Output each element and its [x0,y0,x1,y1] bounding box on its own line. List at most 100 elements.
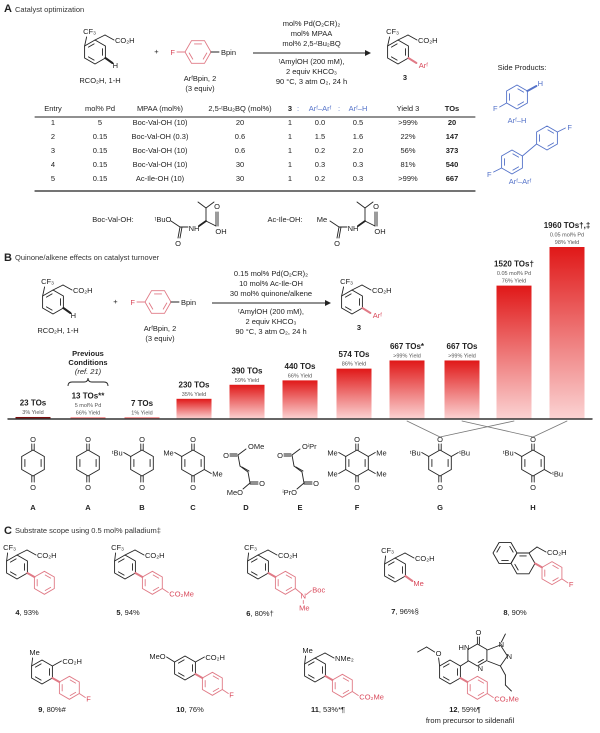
co2h-label: CO₂H [115,36,135,45]
table-header: Arᶠ–Arᶠ [309,104,332,113]
bond [221,689,229,694]
bond [528,546,538,554]
double-bond [390,56,398,61]
substituent-label: ᵗBu [552,470,563,479]
bond [291,454,295,467]
bar-yield-label: 5 mol% Pd [75,403,102,409]
oxygen-label: O [139,483,145,492]
bond [336,226,340,239]
bond [387,36,391,47]
oxygen-label: O [530,435,536,444]
compound-note: from precursor to sildenafil [426,716,515,725]
table-cell: 1 [288,160,292,169]
bond [123,452,132,457]
compound-yield: , 76% [185,705,205,714]
bond [556,127,566,133]
compound-number: 7 [391,607,395,616]
table-cell: 0.2 [315,146,325,155]
table-cell: 0.2 [315,174,325,183]
bond [294,588,302,594]
side-products-title: Side Products: [498,63,547,72]
table-cell: 0.5 [353,118,363,127]
bar-yield-label: 1% Yield [131,411,152,417]
bond [521,143,538,157]
table-cell: 1 [51,118,55,127]
oxygen-label: O [214,202,220,211]
ligand-label: Boc-Val-OH: [92,215,134,224]
bond [364,201,374,209]
compound-label: 10, 76% [176,705,204,714]
bond [367,469,376,474]
methyl-label: Me [413,579,423,588]
substituent-label: Me [327,449,337,458]
table-cell: 373 [446,146,459,155]
double-bond [117,558,125,563]
table-header: : [338,104,340,113]
double-bond [509,545,514,553]
acid-label: CO₂H [278,551,298,560]
table-cell: 1 [288,132,292,141]
bar-H [444,360,480,419]
bond [329,220,340,228]
double-bond [514,563,519,571]
bond [237,448,247,456]
table-row: 2 0.15 Boc-Val-OH (0.3) 0.6 1 1.5 1.6 22% 147 [51,132,458,141]
double-bond [117,571,125,576]
oxygen-label: O [190,483,196,492]
table-cell: Boc-Val-OH (10) [133,146,188,155]
double-bond [250,571,258,576]
table-cell: Boc-Val-OH (10) [133,118,188,127]
aryl-ring [274,570,296,595]
compound-yield: , 53%*¶ [319,705,345,714]
condition-text: ᵗAmylOH (200 mM), [279,57,345,66]
bond [42,286,46,297]
table-cell: 1.5 [315,132,325,141]
nh-label: NH [189,224,200,233]
acid-label: CO₂H [37,551,57,560]
bond [104,34,115,41]
bar-yield-label: 0.05 mol% Pd [550,233,584,239]
double-bond [148,302,154,310]
condition-text: 2 equiv KHCO₃ [286,67,337,76]
double-bond [177,659,185,664]
pyrazole-ring [487,644,508,667]
bond [205,220,217,227]
additive-label-C: C [190,503,196,512]
substituent-label: Me [163,449,173,458]
compound-yield: , 80%# [42,705,66,714]
table-cell: 0.3 [315,160,325,169]
bond [341,286,345,297]
table-cell: 540 [446,160,459,169]
pyrimidinone-ring [467,643,488,667]
table-row: 5 0.15 Ac-Ile-OH (10) 30 1 0.2 0.3 >99% 667 [51,174,458,183]
double-bond [45,293,53,298]
aryl-ring [466,675,488,700]
oxygen-label: O [190,435,196,444]
double-bond [547,129,555,134]
double-bond [307,661,315,666]
hydroxyl-label: OH [215,227,226,236]
compound-number: 4 [15,608,20,617]
bond [514,452,523,457]
bar-value-label: 440 TOs [285,362,317,371]
bond [241,466,250,472]
compound-yield: , 90% [507,608,527,617]
connector-line [461,420,534,438]
bar-C [176,398,212,419]
double-bond [69,691,77,696]
substituent-label: Me [376,470,386,479]
nitrogen-label: N [499,640,504,649]
bond [499,665,506,676]
acid-label: CO₂H [62,657,82,666]
double-bond [344,306,352,311]
oxygen-label: O [30,483,36,492]
double-bond [87,56,95,61]
plus-sign: + [113,297,118,306]
bar-value-label: 7 TOs [131,399,154,408]
table-cell: 0.15 [93,132,108,141]
bond [51,677,61,683]
arar-label: Arᶠ–Arᶠ [509,177,532,186]
bond [84,36,88,47]
bond [104,57,114,64]
